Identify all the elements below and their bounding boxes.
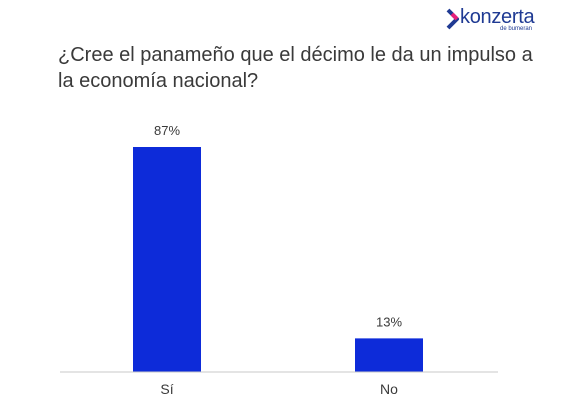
x-tick-label-1: No — [380, 381, 398, 397]
bar-0 — [133, 147, 201, 372]
data-label-0: 87% — [154, 123, 180, 138]
konzerta-mark-icon — [446, 8, 459, 30]
data-label-1: 13% — [376, 314, 402, 329]
chart-title: ¿Cree el panameño que el décimo le da un… — [58, 44, 533, 92]
logo-subtext: de bumeran — [500, 26, 533, 32]
logo-wordmark: konzerta — [460, 6, 535, 28]
konzerta-logo: konzerta de bumeran — [446, 6, 546, 34]
bar-1 — [355, 338, 423, 372]
x-tick-label-0: Sí — [160, 381, 173, 397]
labels-group: 87% Sí 13% No — [154, 123, 402, 397]
bars-group — [133, 147, 423, 372]
